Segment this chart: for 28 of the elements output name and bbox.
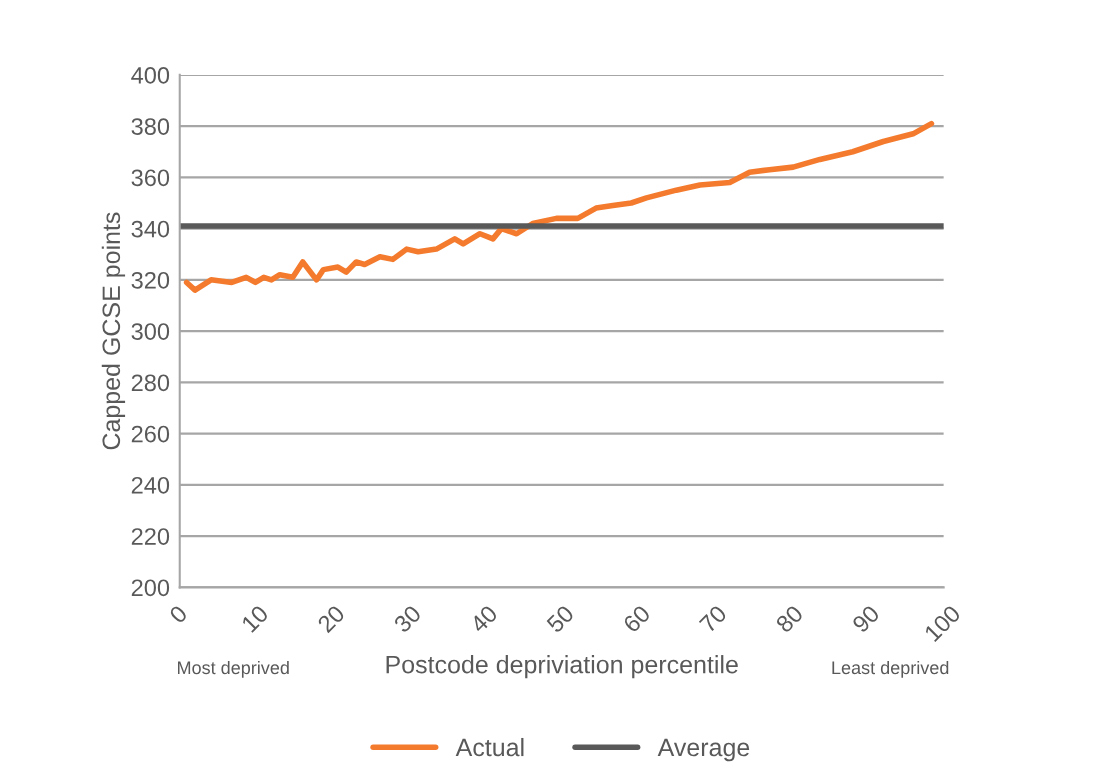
y-tick-label: 220 <box>131 528 170 545</box>
y-tick-label: 200 <box>131 579 170 597</box>
text: Least deprived <box>832 660 949 678</box>
x-tick-label: 10 <box>240 604 270 633</box>
y-axis-title: Capped GCSE points <box>101 212 126 450</box>
x-axis-title: Postcode depriviation percentile <box>386 655 738 679</box>
x-tick-label: 50 <box>545 604 575 634</box>
legend-label: Average <box>657 738 750 762</box>
x-tick-label: 80 <box>774 604 804 634</box>
y-tick-label: 240 <box>131 476 170 494</box>
y-tick-label: 280 <box>131 374 170 392</box>
text: Most deprived <box>178 660 289 678</box>
x-tick-label: 30 <box>392 604 423 634</box>
legend-label: Actual <box>455 737 524 757</box>
x-tick-label: 60 <box>622 604 652 634</box>
x-tick-label: 0 <box>168 604 189 625</box>
x-tick-label: 70 <box>698 604 728 634</box>
y-tick-label: 360 <box>131 169 170 187</box>
y-tick-label: 300 <box>131 323 170 340</box>
x-tick-label: 100 <box>923 604 962 643</box>
y-tick-label: 340 <box>131 220 170 238</box>
x-tick-label: 90 <box>851 604 881 634</box>
y-tick-label: 380 <box>131 118 170 135</box>
y-tick-label: 260 <box>131 425 170 443</box>
x-tick-label: 20 <box>316 604 346 634</box>
y-tick-label: 400 <box>131 66 170 84</box>
y-tick-label: 320 <box>131 271 170 289</box>
x-tick-label: 40 <box>469 604 499 634</box>
